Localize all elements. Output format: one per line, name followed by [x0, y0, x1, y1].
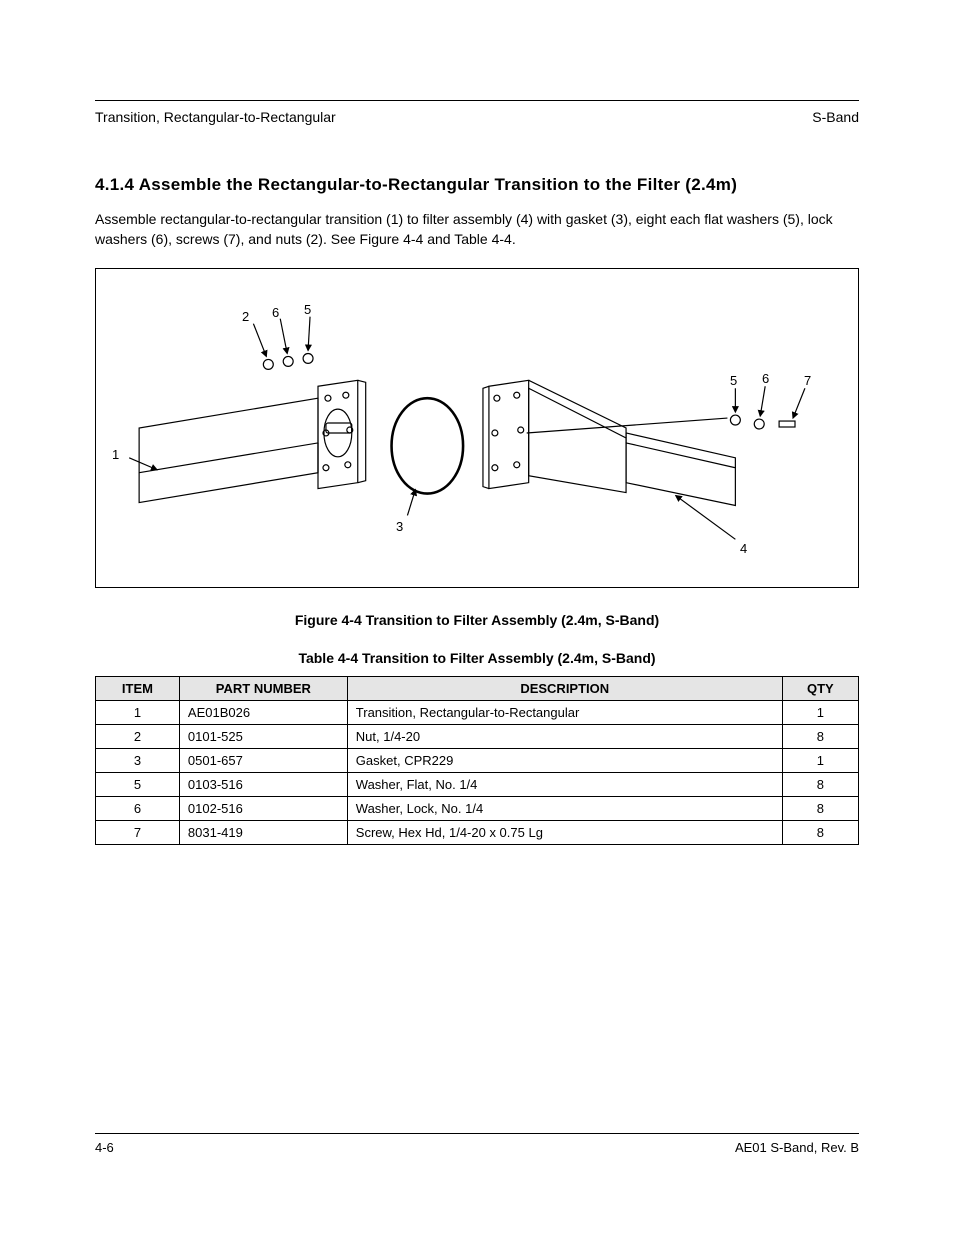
cell: 7 — [96, 820, 180, 844]
callout-3: 3 — [396, 519, 403, 534]
cell: 8 — [782, 796, 858, 820]
header-rule — [95, 100, 859, 101]
cell: 8031-419 — [179, 820, 347, 844]
cell: Nut, 1/4-20 — [347, 724, 782, 748]
callout-5b: 5 — [730, 373, 737, 388]
cell: Washer, Flat, No. 1/4 — [347, 772, 782, 796]
cell: Washer, Lock, No. 1/4 — [347, 796, 782, 820]
callout-5a: 5 — [304, 302, 311, 317]
cell: 5 — [96, 772, 180, 796]
section-body: Assemble rectangular-to-rectangular tran… — [95, 209, 859, 250]
cell: 3 — [96, 748, 180, 772]
table-row: 2 0101-525 Nut, 1/4-20 8 — [96, 724, 859, 748]
table-row: 7 8031-419 Screw, Hex Hd, 1/4-20 x 0.75 … — [96, 820, 859, 844]
cell: Transition, Rectangular-to-Rectangular — [347, 700, 782, 724]
cell: 1 — [782, 700, 858, 724]
header-right: S-Band — [812, 109, 859, 125]
header-left: Transition, Rectangular-to-Rectangular — [95, 109, 336, 125]
col-desc: DESCRIPTION — [347, 676, 782, 700]
cell: 8 — [782, 820, 858, 844]
cell: 1 — [782, 748, 858, 772]
callout-6a: 6 — [272, 305, 279, 320]
table-caption: Table 4-4 Transition to Filter Assembly … — [95, 650, 859, 666]
running-header: Transition, Rectangular-to-Rectangular S… — [95, 109, 859, 125]
table-row: 3 0501-657 Gasket, CPR229 1 — [96, 748, 859, 772]
cell: 8 — [782, 724, 858, 748]
page-content: Transition, Rectangular-to-Rectangular S… — [95, 100, 859, 1155]
footer-right: AE01 S-Band, Rev. B — [735, 1140, 859, 1155]
cell: 0102-516 — [179, 796, 347, 820]
parts-table-body: 1 AE01B026 Transition, Rectangular-to-Re… — [96, 700, 859, 844]
figure-caption: Figure 4-4 Transition to Filter Assembly… — [95, 612, 859, 628]
table-row: 5 0103-516 Washer, Flat, No. 1/4 8 — [96, 772, 859, 796]
cell: 2 — [96, 724, 180, 748]
footer-rule — [95, 1133, 859, 1134]
cell: 0103-516 — [179, 772, 347, 796]
parts-table: ITEM PART NUMBER DESCRIPTION QTY 1 AE01B… — [95, 676, 859, 845]
cell: 0101-525 — [179, 724, 347, 748]
table-row: 6 0102-516 Washer, Lock, No. 1/4 8 — [96, 796, 859, 820]
page-footer: 4-6 AE01 S-Band, Rev. B — [95, 1133, 859, 1155]
cell: 1 — [96, 700, 180, 724]
assembly-drawing — [96, 269, 858, 587]
col-qty: QTY — [782, 676, 858, 700]
section-heading: 4.1.4 Assemble the Rectangular-to-Rectan… — [95, 175, 859, 195]
footer-left: 4-6 — [95, 1140, 114, 1155]
cell: Gasket, CPR229 — [347, 748, 782, 772]
cell: Screw, Hex Hd, 1/4-20 x 0.75 Lg — [347, 820, 782, 844]
col-item: ITEM — [96, 676, 180, 700]
callout-4: 4 — [740, 541, 747, 556]
callout-6b: 6 — [762, 371, 769, 386]
cell: 6 — [96, 796, 180, 820]
callout-1: 1 — [112, 447, 119, 462]
callout-2: 2 — [242, 309, 249, 324]
col-part: PART NUMBER — [179, 676, 347, 700]
cell: 0501-657 — [179, 748, 347, 772]
cell: 8 — [782, 772, 858, 796]
assembly-figure: 2 6 5 1 3 4 5 6 7 — [95, 268, 859, 588]
table-header-row: ITEM PART NUMBER DESCRIPTION QTY — [96, 676, 859, 700]
table-row: 1 AE01B026 Transition, Rectangular-to-Re… — [96, 700, 859, 724]
cell: AE01B026 — [179, 700, 347, 724]
callout-7: 7 — [804, 373, 811, 388]
